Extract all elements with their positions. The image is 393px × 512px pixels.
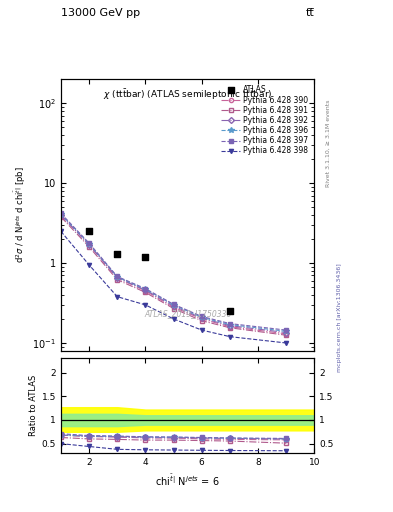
Pythia 6.428 390 — [59, 212, 63, 218]
Line: Pythia 6.428 398: Pythia 6.428 398 — [59, 229, 288, 345]
ATLAS — [142, 253, 149, 261]
Pythia 6.428 397 — [143, 286, 148, 292]
Pythia 6.428 390 — [284, 331, 288, 337]
Pythia 6.428 390 — [171, 304, 176, 310]
Pythia 6.428 397 — [59, 210, 63, 217]
Y-axis label: Ratio to ATLAS: Ratio to ATLAS — [29, 375, 37, 436]
Pythia 6.428 397 — [199, 313, 204, 319]
Pythia 6.428 396 — [143, 286, 148, 292]
Pythia 6.428 391 — [284, 332, 288, 338]
Pythia 6.428 391 — [87, 244, 92, 250]
Text: 13000 GeV pp: 13000 GeV pp — [61, 8, 140, 18]
Pythia 6.428 390 — [228, 324, 232, 330]
Pythia 6.428 390 — [87, 242, 92, 248]
Text: Rivet 3.1.10, ≥ 3.1M events: Rivet 3.1.10, ≥ 3.1M events — [326, 100, 331, 187]
Pythia 6.428 398 — [115, 293, 119, 300]
Pythia 6.428 396 — [228, 322, 232, 328]
Pythia 6.428 392 — [59, 212, 63, 218]
Pythia 6.428 392 — [171, 303, 176, 309]
Pythia 6.428 392 — [284, 330, 288, 336]
Line: Pythia 6.428 397: Pythia 6.428 397 — [59, 211, 288, 332]
Line: Pythia 6.428 392: Pythia 6.428 392 — [59, 213, 288, 335]
Pythia 6.428 392 — [199, 315, 204, 321]
Pythia 6.428 396 — [115, 274, 119, 280]
Pythia 6.428 398 — [284, 340, 288, 346]
Line: Pythia 6.428 396: Pythia 6.428 396 — [58, 211, 289, 334]
Pythia 6.428 391 — [59, 214, 63, 220]
Pythia 6.428 392 — [228, 323, 232, 329]
Pythia 6.428 390 — [199, 316, 204, 322]
Pythia 6.428 392 — [87, 242, 92, 248]
Pythia 6.428 397 — [284, 327, 288, 333]
Pythia 6.428 398 — [143, 302, 148, 308]
Pythia 6.428 392 — [115, 274, 119, 281]
Text: mcplots.cern.ch [arXiv:1306.3436]: mcplots.cern.ch [arXiv:1306.3436] — [338, 263, 342, 372]
Pythia 6.428 397 — [228, 321, 232, 327]
Text: $\chi$ (tt$\bar{\rm{t}}$bar) (ATLAS semileptonic tt$\bar{\rm{t}}$bar): $\chi$ (tt$\bar{\rm{t}}$bar) (ATLAS semi… — [103, 88, 272, 102]
Y-axis label: d$^2\sigma$ / d N$^{jets}$ d chi$^{\bar{t}|}$ [pb]: d$^2\sigma$ / d N$^{jets}$ d chi$^{\bar{… — [13, 167, 28, 263]
Pythia 6.428 390 — [143, 288, 148, 294]
Line: Pythia 6.428 391: Pythia 6.428 391 — [59, 215, 288, 337]
Pythia 6.428 398 — [199, 327, 204, 333]
Pythia 6.428 391 — [171, 306, 176, 312]
Pythia 6.428 396 — [87, 241, 92, 247]
Pythia 6.428 391 — [143, 289, 148, 295]
Pythia 6.428 396 — [59, 211, 63, 217]
ATLAS — [227, 307, 233, 315]
Pythia 6.428 390 — [115, 275, 119, 281]
ATLAS — [86, 227, 92, 236]
Line: Pythia 6.428 390: Pythia 6.428 390 — [59, 213, 288, 336]
Pythia 6.428 392 — [143, 287, 148, 293]
Pythia 6.428 397 — [87, 240, 92, 246]
Text: tt̅: tt̅ — [306, 8, 314, 18]
X-axis label: chi$^{\bar{t}|}$ N$^{jets}$ = 6: chi$^{\bar{t}|}$ N$^{jets}$ = 6 — [155, 473, 220, 488]
Pythia 6.428 398 — [59, 228, 63, 234]
Pythia 6.428 398 — [228, 334, 232, 340]
Pythia 6.428 391 — [199, 317, 204, 324]
Pythia 6.428 398 — [87, 262, 92, 268]
Pythia 6.428 396 — [199, 314, 204, 321]
Text: ATLAS_2019_I1750330: ATLAS_2019_I1750330 — [144, 309, 231, 318]
Pythia 6.428 396 — [171, 302, 176, 308]
Pythia 6.428 391 — [115, 276, 119, 283]
Pythia 6.428 391 — [228, 325, 232, 331]
Pythia 6.428 398 — [171, 316, 176, 322]
Legend: ATLAS, Pythia 6.428 390, Pythia 6.428 391, Pythia 6.428 392, Pythia 6.428 396, P: ATLAS, Pythia 6.428 390, Pythia 6.428 39… — [219, 83, 310, 158]
Pythia 6.428 397 — [115, 273, 119, 280]
Pythia 6.428 396 — [284, 328, 288, 334]
Pythia 6.428 397 — [171, 301, 176, 307]
ATLAS — [114, 250, 120, 258]
